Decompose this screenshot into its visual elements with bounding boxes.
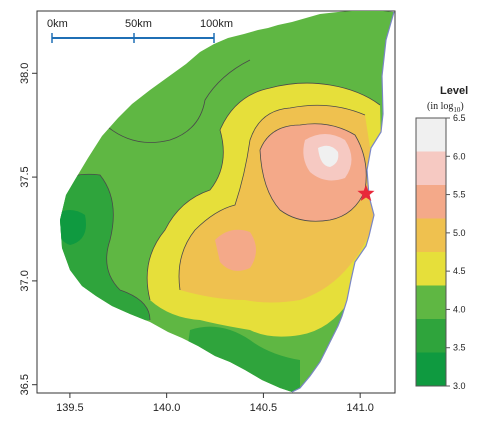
x-tick-label: 140.5 — [250, 402, 278, 414]
y-axis: 38.0 37.5 37.0 36.5 — [19, 63, 37, 395]
y-tick-label: 38.0 — [19, 63, 31, 84]
legend-ticks: 6.5 6.0 5.5 5.0 4.5 4.0 3.5 3.0 — [446, 113, 466, 391]
legend-swatch — [416, 285, 446, 319]
legend-frame — [415, 117, 447, 387]
scale-label-100: 100km — [200, 18, 233, 30]
legend-tick-label: 6.0 — [453, 151, 466, 161]
legend-swatch — [416, 151, 446, 185]
y-tick-label: 37.0 — [19, 270, 31, 291]
legend-tick-label: 4.0 — [453, 304, 466, 314]
level-band-3.0 — [60, 210, 86, 245]
x-tick-label: 141.0 — [346, 402, 374, 414]
y-tick-label: 37.5 — [19, 166, 31, 187]
level-band-3.5 — [60, 174, 150, 330]
legend-swatch — [416, 118, 446, 152]
legend-swatches — [415, 117, 447, 387]
legend-title: Level — [440, 85, 468, 97]
legend-tick-label: 5.0 — [453, 228, 466, 238]
x-axis: 139.5 140.0 140.5 141.0 — [56, 393, 374, 414]
x-tick-label: 140.0 — [153, 402, 181, 414]
legend-swatch — [416, 218, 446, 252]
scale-label-0: 0km — [47, 18, 68, 30]
star-marker-icon — [357, 184, 375, 201]
legend-tick-label: 3.0 — [453, 381, 466, 391]
legend-tick-label: 5.5 — [453, 190, 466, 200]
contour-5.0 — [178, 104, 366, 291]
legend-swatch — [416, 319, 446, 353]
legend-swatch — [416, 352, 446, 386]
y-tick-label: 36.5 — [19, 374, 31, 395]
legend-tick-label: 6.5 — [453, 113, 466, 123]
scale-bar: 0km 50km 100km — [47, 18, 233, 43]
legend-tick-label: 4.5 — [453, 266, 466, 276]
legend-swatch — [416, 252, 446, 286]
legend-swatch — [416, 185, 446, 219]
legend: Level (in log10) 6.5 6.0 5.5 5.0 4.5 4.0 3.5 3.… — [415, 85, 468, 391]
x-tick-label: 139.5 — [56, 402, 84, 414]
scale-label-50: 50km — [125, 18, 152, 30]
level-band-6.5 — [318, 145, 339, 167]
legend-tick-label: 3.5 — [453, 343, 466, 353]
contour-4.0 — [99, 59, 251, 143]
contour-4.5 — [146, 82, 381, 301]
legend-unit: (in log10) — [427, 101, 464, 114]
level-band-5.5-b — [215, 229, 256, 271]
coastline — [291, 11, 395, 393]
